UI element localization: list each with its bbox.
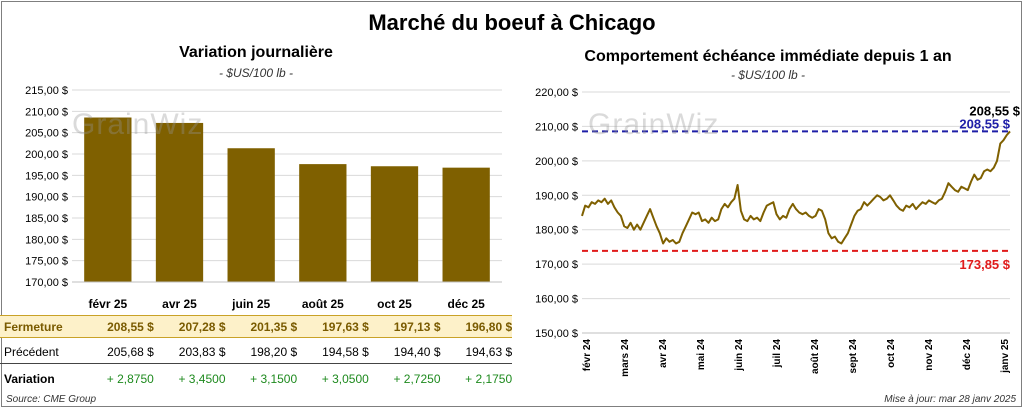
x-tick-label: août 25 bbox=[302, 297, 344, 311]
y-tick-label: 200,00 $ bbox=[535, 156, 578, 168]
min-value-label: 173,85 $ bbox=[959, 257, 1010, 272]
x-tick-label: avr 24 bbox=[658, 339, 669, 368]
y-tick-label: 195,00 $ bbox=[25, 170, 68, 182]
table-cell: 194,58 $ bbox=[322, 345, 369, 359]
right-chart-title: Comportement échéance immédiate depuis 1… bbox=[584, 48, 952, 65]
table-cell: + 2,7250 bbox=[393, 371, 441, 386]
table-cell: 208,55 $ bbox=[107, 319, 154, 334]
bar-chart: 170,00 $ 175,00 $ 180,00 $ 185,00 $ 190,00 $… bbox=[25, 85, 502, 311]
row-variation: Variation + 2,8750 + 3,4500 + 3,1500 + 3,050… bbox=[0, 367, 512, 390]
source-note: Source: CME Group bbox=[6, 394, 97, 405]
x-tick-label: nov 24 bbox=[924, 339, 935, 371]
table-cell: 201,35 $ bbox=[250, 319, 298, 334]
y-tick-label: 160,00 $ bbox=[535, 294, 578, 306]
y-tick-label: 150,00 $ bbox=[535, 328, 578, 340]
series-line bbox=[581, 130, 1011, 245]
x-tick-label: avr 25 bbox=[162, 297, 197, 311]
bar bbox=[155, 122, 204, 283]
page-title: Marché du boeuf à Chicago bbox=[368, 10, 656, 35]
row-label: Variation bbox=[4, 371, 55, 386]
x-tick-label: sept 24 bbox=[848, 339, 859, 374]
row-precedent: Précédent 205,68 $ 203,83 $ 198,20 $ 194,58 … bbox=[0, 341, 512, 364]
max-value-label: 208,55 $ bbox=[959, 116, 1010, 131]
y-tick-label: 190,00 $ bbox=[535, 190, 578, 202]
line-chart: 150,00 $ 160,00 $ 170,00 $ 180,00 $ 190,00 $… bbox=[535, 87, 1021, 377]
table-cell: 197,13 $ bbox=[393, 319, 441, 334]
y-tick-label: 210,00 $ bbox=[535, 121, 578, 133]
table-cell: 196,80 $ bbox=[465, 319, 513, 334]
y-tick-label: 170,00 $ bbox=[535, 259, 578, 271]
watermark-left: GrainWiz bbox=[72, 108, 204, 141]
row-label: Précédent bbox=[4, 345, 59, 359]
x-tick-label: déc 25 bbox=[447, 297, 485, 311]
row-label: Fermeture bbox=[4, 319, 63, 334]
x-tick-label: oct 24 bbox=[886, 339, 897, 368]
x-tick-label: août 24 bbox=[810, 339, 821, 374]
x-tick-label: févr 25 bbox=[88, 297, 127, 311]
y-tick-label: 170,00 $ bbox=[25, 277, 68, 289]
table-cell: 205,68 $ bbox=[107, 345, 154, 359]
left-chart-unit: - $US/100 lb - bbox=[218, 66, 294, 80]
watermark-right: GrainWiz bbox=[588, 108, 720, 141]
update-note: Mise à jour: mar 28 janv 2025 bbox=[884, 394, 1016, 405]
x-tick-label: juin 25 bbox=[231, 297, 270, 311]
bar bbox=[84, 117, 132, 283]
y-tick-label: 180,00 $ bbox=[25, 234, 68, 246]
table-cell: 197,63 $ bbox=[322, 319, 369, 334]
y-tick-label: 190,00 $ bbox=[25, 192, 68, 204]
x-tick-label: juin 24 bbox=[734, 339, 745, 372]
bar bbox=[227, 148, 275, 282]
last-value-label: 208,55 $ bbox=[969, 103, 1020, 118]
table-cell: 198,20 $ bbox=[250, 345, 298, 359]
y-tick-label: 185,00 $ bbox=[25, 213, 68, 225]
table-cell: 207,28 $ bbox=[178, 319, 226, 334]
table-cell: 194,63 $ bbox=[465, 345, 513, 359]
bar bbox=[370, 166, 419, 282]
y-tick-label: 205,00 $ bbox=[25, 128, 68, 140]
table-cell: + 2,1750 bbox=[465, 371, 513, 386]
y-tick-label: 175,00 $ bbox=[25, 256, 68, 268]
x-tick-label: janv 25 bbox=[1000, 339, 1011, 374]
table-cell: + 3,0500 bbox=[321, 371, 369, 386]
right-chart-unit: - $US/100 lb - bbox=[730, 68, 806, 82]
table-cell: + 3,1500 bbox=[250, 371, 298, 386]
y-tick-label: 215,00 $ bbox=[25, 85, 68, 97]
bar bbox=[299, 164, 347, 282]
table-cell: 203,83 $ bbox=[178, 345, 226, 359]
table-cell: + 3,4500 bbox=[178, 371, 226, 386]
y-tick-label: 200,00 $ bbox=[25, 149, 68, 161]
row-fermeture: Fermeture 208,55 $ 207,28 $ 201,35 $ 197,63 … bbox=[0, 315, 512, 338]
left-chart-title: Variation journalière bbox=[179, 44, 333, 61]
y-tick-label: 220,00 $ bbox=[535, 87, 578, 99]
x-tick-label: déc 24 bbox=[962, 339, 973, 371]
x-tick-label: oct 25 bbox=[377, 297, 412, 311]
table-cell: 194,40 $ bbox=[393, 345, 441, 359]
x-tick-label: mars 24 bbox=[620, 339, 631, 377]
x-tick-label: juil 24 bbox=[772, 339, 783, 369]
table-cell: + 2,8750 bbox=[106, 371, 154, 386]
y-tick-label: 210,00 $ bbox=[25, 106, 68, 118]
x-tick-label: févr 24 bbox=[582, 339, 593, 372]
y-tick-label: 180,00 $ bbox=[535, 225, 578, 237]
x-tick-label: mai 24 bbox=[696, 339, 707, 371]
bar bbox=[442, 167, 490, 282]
